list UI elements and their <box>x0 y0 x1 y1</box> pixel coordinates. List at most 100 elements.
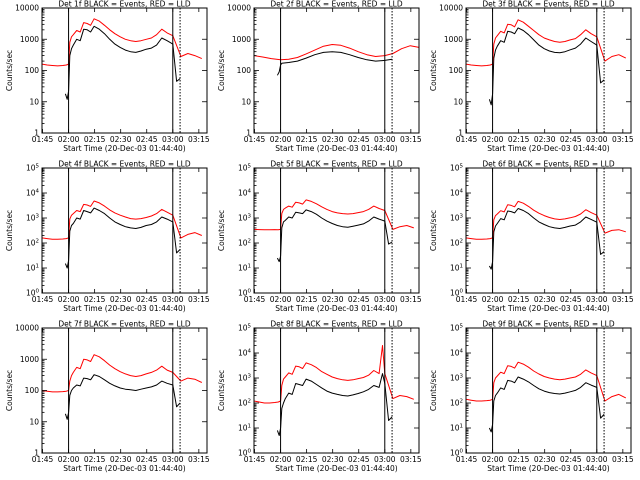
x-tick-label: 02:45 <box>348 295 370 304</box>
x-tick-label: 02:45 <box>560 135 582 144</box>
x-tick-label: 02:15 <box>508 295 530 304</box>
x-tick-label: 03:15 <box>612 295 634 304</box>
y-tick-label: 101 <box>238 264 251 273</box>
y-tick-label: 1000 <box>20 355 39 364</box>
y-tick-label: 103 <box>238 374 252 383</box>
y-tick-label: 1 <box>246 129 251 138</box>
plot-frame <box>253 167 420 294</box>
chart-panel-det-3f: Det 3f BLACK = Events, RED = LLD 01:45 02:… <box>429 0 634 153</box>
x-axis-label: Start Time (20-Dec-03 01:44:40) <box>275 464 397 473</box>
plot-frame <box>465 167 632 294</box>
chart-title: Det 6f BLACK = Events, RED = LLD <box>482 160 615 169</box>
x-tick-label: 03:15 <box>188 455 210 464</box>
y-tick-label: 102 <box>450 239 463 248</box>
x-tick-label: 03:15 <box>188 135 210 144</box>
y-tick-label: 1000 <box>444 35 463 44</box>
x-tick-label: 01:45 <box>32 455 54 464</box>
y-tick-label: 103 <box>450 374 464 383</box>
x-tick-label: 02:00 <box>482 135 504 144</box>
y-tick-label: 10 <box>29 97 39 106</box>
chart-title: Det 2f BLACK = Events, RED = LLD <box>270 0 403 9</box>
y-tick-label: 10 <box>29 417 39 426</box>
y-tick-label: 100 <box>450 449 464 458</box>
y-tick-label: 100 <box>26 289 40 298</box>
x-axis-label: Start Time (20-Dec-03 01:44:40) <box>487 304 609 313</box>
chart-panel-det-4f: Det 4f BLACK = Events, RED = LLD 01:45 02:… <box>5 160 210 314</box>
x-axis-label: Start Time (20-Dec-03 01:44:40) <box>487 144 609 153</box>
plot-frame <box>253 327 420 454</box>
x-tick-label: 03:15 <box>612 455 634 464</box>
x-tick-label: 02:15 <box>296 135 318 144</box>
x-tick-label: 03:00 <box>374 295 396 304</box>
plot-frame <box>253 7 420 134</box>
x-tick-label: 02:15 <box>296 455 318 464</box>
y-tick-label: 10 <box>241 97 251 106</box>
y-tick-label: 102 <box>450 399 463 408</box>
series-line-events <box>488 27 605 106</box>
x-tick-label: 02:30 <box>534 295 556 304</box>
y-axis-label: Counts/sec <box>217 210 226 251</box>
x-tick-label: 03:15 <box>400 135 422 144</box>
x-tick-label: 02:00 <box>270 135 292 144</box>
x-tick-label: 02:00 <box>270 455 292 464</box>
y-tick-label: 1 <box>34 449 39 458</box>
y-tick-label: 1 <box>34 129 39 138</box>
x-tick-label: 02:30 <box>322 455 344 464</box>
y-tick-label: 100 <box>449 66 464 75</box>
y-tick-label: 103 <box>26 214 40 223</box>
y-tick-label: 102 <box>238 399 251 408</box>
x-tick-label: 03:00 <box>162 455 184 464</box>
x-axis-label: Start Time (20-Dec-03 01:44:40) <box>275 144 397 153</box>
y-tick-label: 100 <box>25 386 40 395</box>
x-tick-label: 02:45 <box>560 295 582 304</box>
y-tick-label: 100 <box>25 66 40 75</box>
y-tick-label: 100 <box>450 289 464 298</box>
x-tick-label: 01:45 <box>244 135 266 144</box>
y-tick-label: 104 <box>450 349 464 358</box>
x-tick-label: 02:30 <box>322 295 344 304</box>
chart-title: Det 4f BLACK = Events, RED = LLD <box>58 160 191 169</box>
x-tick-label: 02:00 <box>270 295 292 304</box>
chart-title: Det 9f BLACK = Events, RED = LLD <box>482 320 615 329</box>
y-tick-label: 10000 <box>15 4 39 13</box>
y-axis-label: Counts/sec <box>217 50 226 91</box>
y-axis-label: Counts/sec <box>429 210 438 251</box>
series-line-lld <box>41 200 202 240</box>
y-tick-label: 104 <box>238 349 252 358</box>
x-tick-label: 02:30 <box>322 135 344 144</box>
series-line-events <box>276 209 393 263</box>
series-line-lld <box>41 354 203 393</box>
x-tick-label: 02:15 <box>296 295 318 304</box>
x-tick-label: 02:45 <box>136 295 158 304</box>
y-tick-label: 100 <box>238 449 252 458</box>
plot-frame <box>41 167 208 294</box>
y-axis-label: Counts/sec <box>5 210 14 251</box>
chart-title: Det 5f BLACK = Events, RED = LLD <box>270 160 403 169</box>
x-tick-label: 01:45 <box>32 295 54 304</box>
x-tick-label: 02:45 <box>560 455 582 464</box>
x-tick-label: 02:30 <box>110 455 132 464</box>
chart-title: Det 7f BLACK = Events, RED = LLD <box>58 320 191 329</box>
x-tick-label: 02:15 <box>508 135 530 144</box>
y-tick-label: 105 <box>26 164 40 173</box>
y-tick-label: 105 <box>450 324 464 333</box>
series-line-events <box>488 208 605 270</box>
plot-frame <box>465 327 632 454</box>
x-tick-label: 02:45 <box>136 135 158 144</box>
series-line-events <box>276 373 393 436</box>
y-tick-label: 105 <box>238 164 252 173</box>
x-tick-label: 03:00 <box>586 135 608 144</box>
x-tick-label: 01:45 <box>456 295 478 304</box>
chart-panel-det-7f: Det 7f BLACK = Events, RED = LLD 01:45 02:… <box>5 320 210 474</box>
y-tick-label: 105 <box>238 324 252 333</box>
y-tick-label: 103 <box>238 214 252 223</box>
x-tick-label: 03:15 <box>612 135 634 144</box>
x-tick-label: 02:15 <box>84 135 106 144</box>
x-tick-label: 03:00 <box>162 295 184 304</box>
series-line-events <box>64 207 181 269</box>
x-tick-label: 02:45 <box>348 135 370 144</box>
series-line-lld <box>465 19 627 67</box>
x-tick-label: 02:30 <box>110 295 132 304</box>
y-tick-label: 104 <box>26 189 40 198</box>
